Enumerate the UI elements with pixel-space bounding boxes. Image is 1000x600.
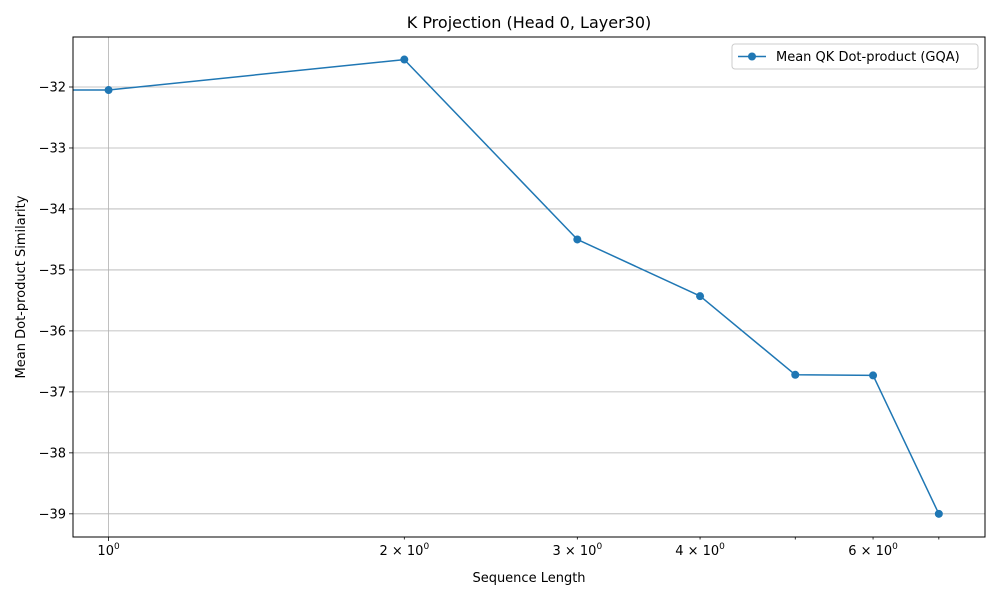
grid-lines xyxy=(73,37,985,537)
y-tick-label: −39 xyxy=(39,507,66,522)
y-tick-label: −36 xyxy=(39,324,66,339)
x-tick-label: 3 × 100 xyxy=(552,542,602,559)
series-line xyxy=(73,58,940,515)
y-tick-label: −35 xyxy=(39,263,66,278)
legend-marker-swatch xyxy=(748,52,756,61)
legend: Mean QK Dot-product (GQA) xyxy=(731,43,979,70)
y-tick-label: −34 xyxy=(39,202,66,217)
series-layer xyxy=(73,55,943,518)
y-tick-label: −37 xyxy=(39,385,66,400)
x-tick-label: 100 xyxy=(97,542,120,559)
data-point xyxy=(104,86,113,95)
data-point xyxy=(573,235,582,244)
data-point xyxy=(696,292,705,301)
y-tick-label: −32 xyxy=(39,81,66,96)
data-point xyxy=(400,55,409,64)
x-tick-label: 2 × 100 xyxy=(379,542,429,559)
x-tick-label: 4 × 100 xyxy=(675,542,725,559)
axis-ticks: −32 −33 −34 −35 −36 −37 −38 −39 100 2 × 100 3 × 10… xyxy=(39,81,940,559)
x-tick-label: 6 × 100 xyxy=(848,542,898,559)
y-tick-label: −38 xyxy=(39,446,66,461)
y-axis-label: Mean Dot-product Similarity xyxy=(14,195,29,378)
chart-title: K Projection (Head 0, Layer30) xyxy=(407,13,652,32)
plot-frame xyxy=(72,36,986,538)
data-point xyxy=(869,371,878,380)
data-point xyxy=(934,509,943,518)
legend-label: Mean QK Dot-product (GQA) xyxy=(776,50,960,65)
y-tick-label: −33 xyxy=(39,141,66,156)
data-point xyxy=(791,370,800,379)
x-axis-label: Sequence Length xyxy=(472,571,585,586)
legend-box xyxy=(731,43,979,70)
